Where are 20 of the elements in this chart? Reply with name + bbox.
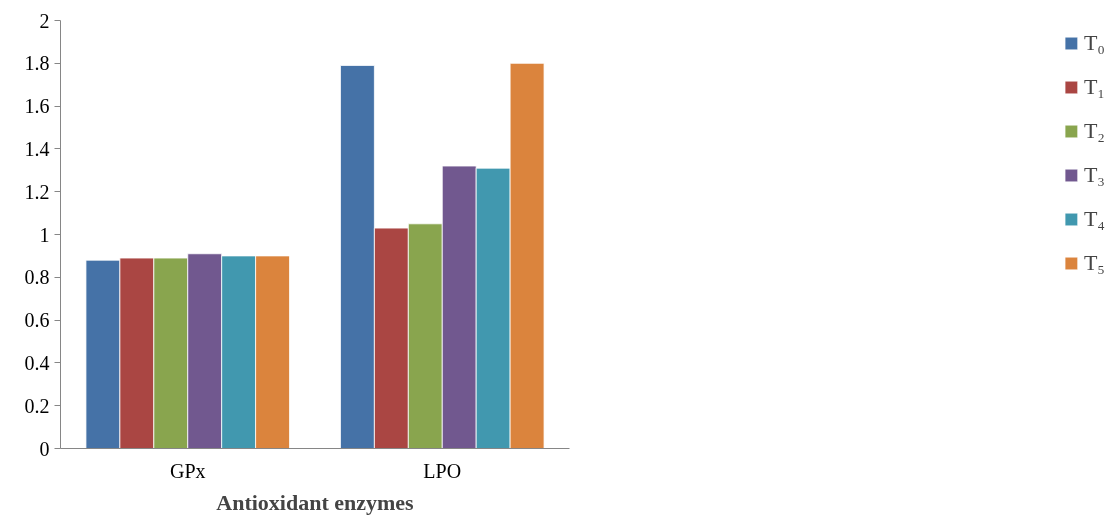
y-tick-label: 1.8 [24, 52, 50, 75]
legend-label: T₄ [1083, 206, 1105, 232]
x-tick-label: GPx [169, 459, 206, 482]
y-tick-label: 0.8 [24, 266, 50, 289]
y-tick-label: 1.4 [24, 137, 50, 160]
legend-label: T₁ [1083, 74, 1105, 100]
x-axis-title: Antioxidant enzymes [216, 489, 415, 515]
y-tick-label: 2 [39, 9, 50, 32]
x-tick-label: LPO [423, 459, 462, 482]
y-tick-label: 0.6 [24, 309, 50, 332]
y-tick-label: 0.4 [24, 351, 50, 374]
y-tick-label: 0.2 [24, 394, 50, 417]
legend-label: T₅ [1083, 250, 1105, 276]
y-tick-label: 0 [39, 437, 50, 460]
y-tick-label: 1.2 [24, 180, 50, 203]
legend-label: T₂ [1083, 118, 1105, 144]
y-tick-label: 1 [39, 223, 50, 246]
legend-label: T₃ [1083, 162, 1105, 188]
legend-label: T₀ [1083, 30, 1105, 56]
y-tick-label: 1.6 [24, 95, 50, 118]
